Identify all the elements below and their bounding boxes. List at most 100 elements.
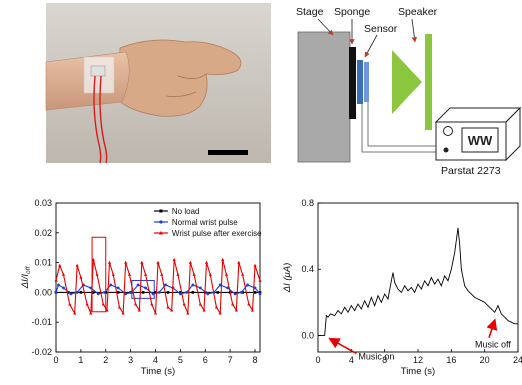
data-point [233, 292, 237, 296]
legend-entry: No load [172, 207, 200, 216]
annotation-arrow [328, 337, 357, 355]
data-point [75, 291, 79, 294]
x-tick-label: 0 [53, 355, 58, 365]
label-sensor: Sensor [364, 23, 398, 35]
data-point [160, 272, 164, 276]
data-point [258, 291, 262, 294]
data-point [121, 311, 125, 315]
data-point [179, 291, 182, 294]
annotation-arrow [486, 318, 498, 338]
legend-entry: Normal wrist pulse [172, 218, 238, 227]
instrument-wire-2 [367, 102, 446, 147]
hand-fist [117, 39, 242, 117]
instrument-display-text: WW [468, 133, 493, 148]
data-point [144, 286, 147, 290]
data-point [124, 292, 128, 296]
data-point [231, 302, 235, 306]
data-point [188, 260, 192, 264]
data-point [253, 263, 257, 267]
y-axis-label-main: ΔI (μA) [282, 263, 293, 294]
y-axis-label-subscript: off [25, 266, 32, 274]
sensor-layer-2 [364, 62, 369, 102]
data-point [214, 305, 219, 309]
data-point [111, 272, 115, 276]
data-point [156, 260, 160, 264]
legend-marker [159, 209, 163, 213]
data-point [202, 308, 206, 312]
data-point [68, 302, 72, 306]
x-tick-label: 12 [413, 355, 423, 365]
data-point [186, 311, 190, 315]
data-point [198, 302, 202, 306]
data-point [198, 286, 202, 290]
speaker-cone [392, 50, 422, 114]
instrument-display [461, 127, 499, 153]
x-tick-label: 4 [349, 355, 354, 365]
plot-frame [55, 202, 261, 353]
legend-marker [159, 220, 163, 224]
data-point [124, 260, 128, 264]
x-axis-label: Time (s) [401, 366, 435, 377]
data-point [239, 291, 243, 294]
data-point [85, 302, 89, 306]
y-axis-label-main: ΔI/I [20, 274, 31, 290]
data-point [140, 260, 144, 264]
x-tick-label: 24 [513, 355, 522, 365]
data-point [101, 302, 105, 306]
y-tick-label: 0.01 [34, 258, 52, 268]
x-tick-label: 0 [315, 355, 320, 365]
data-point [96, 292, 100, 296]
data-point [134, 302, 138, 306]
data-point [192, 272, 196, 276]
data-point [79, 275, 83, 279]
data-point [258, 292, 262, 296]
y-tick-label: 0.0 [301, 330, 314, 340]
data-point [89, 311, 93, 315]
data-point [240, 272, 245, 276]
label-stage: Stage [296, 6, 324, 18]
data-point [247, 302, 251, 306]
data-point [178, 292, 182, 296]
data-point [136, 283, 140, 287]
y-tick-label: 0.00 [34, 287, 52, 297]
data-point [103, 291, 106, 294]
sponge-layer [349, 47, 356, 119]
data-point [109, 283, 113, 287]
y-axis-label: ΔI/Ioff [20, 266, 32, 290]
y-tick-label: -0.02 [31, 347, 52, 357]
data-point [164, 283, 167, 287]
data-point [191, 291, 195, 294]
data-point [206, 292, 210, 296]
x-tick-label: 3 [128, 355, 133, 365]
x-axis-label: Time (s) [141, 366, 175, 377]
data-point [107, 260, 112, 264]
wrist-sensor [90, 65, 106, 77]
x-tick-label: 7 [228, 355, 233, 365]
x-tick-label: 1 [78, 355, 83, 365]
data-point [237, 260, 241, 264]
x-tick-label: 16 [446, 355, 456, 365]
data-point [75, 263, 79, 267]
data-point [224, 272, 229, 276]
data-point [250, 308, 255, 312]
parstat-instrument: WW [434, 106, 522, 162]
red-wire-2 [99, 75, 108, 164]
label-speaker: Speaker [398, 6, 438, 18]
scale-bar [208, 150, 248, 155]
y-tick-label: -0.01 [31, 317, 52, 327]
data-point [92, 291, 95, 294]
data-point [117, 305, 122, 309]
data-point [216, 291, 220, 294]
x-tick-label: 8 [382, 355, 387, 365]
data-point [141, 291, 145, 294]
wrist-photo [45, 3, 271, 164]
wrist-pulse-chart: 0 1 2 3 4 5 6 7 8 -0.02 -0.01 0.00 0.01 0.02 0.03 Time … [20, 198, 262, 377]
data-point [166, 305, 170, 309]
speaker-plate [425, 34, 432, 130]
y-tick-label: 0.8 [301, 198, 314, 208]
legend-marker [158, 231, 163, 235]
data-point [61, 272, 66, 276]
data-point [218, 283, 222, 287]
data-point [246, 283, 249, 287]
